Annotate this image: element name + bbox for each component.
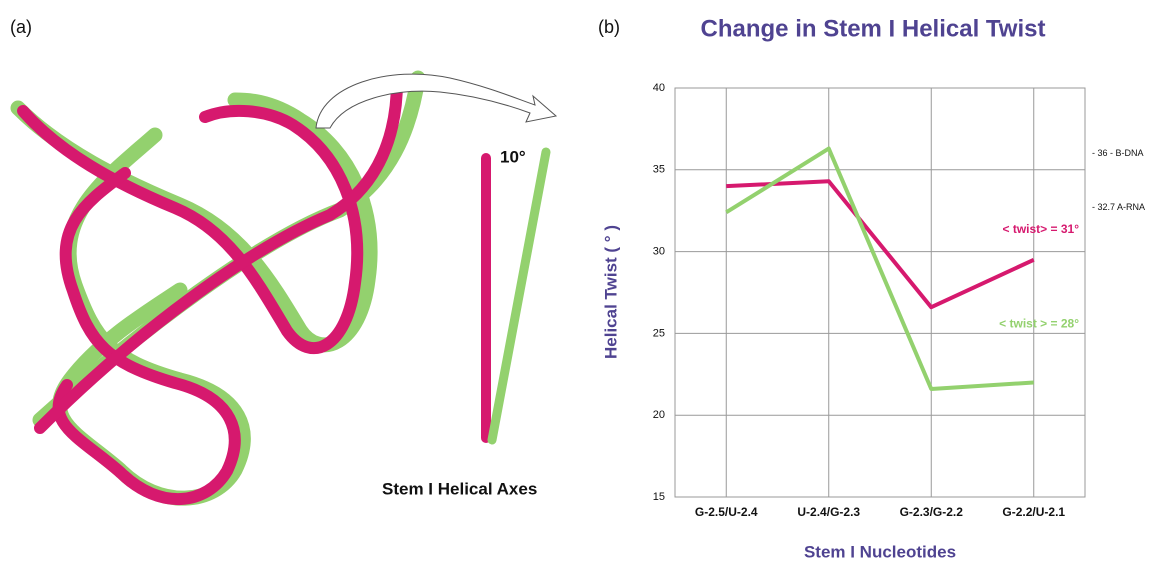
- reference-label: - 32.7 A-RNA: [1092, 202, 1145, 212]
- y-tick-label: 15: [653, 491, 665, 503]
- x-tick-label: G-2.5/U-2.4: [695, 505, 758, 519]
- series-annotation: < twist> = 31°: [1002, 222, 1079, 236]
- y-tick-label: 20: [653, 409, 665, 421]
- chart-title: Change in Stem I Helical Twist: [701, 15, 1046, 42]
- y-tick-label: 35: [653, 164, 665, 176]
- rna-illustration: [18, 74, 556, 499]
- x-axis-label: Stem I Nucleotides: [804, 542, 956, 561]
- y-tick-label: 25: [653, 327, 665, 339]
- reference-label: - 36 - B-DNA: [1092, 148, 1144, 158]
- y-tick-label: 40: [653, 82, 665, 94]
- panel-label: (a): [10, 17, 32, 37]
- y-tick-label: 30: [653, 246, 665, 258]
- x-tick-label: U-2.4/G-2.3: [797, 505, 860, 519]
- figure: (a) 10° Stem I Helical Axes (b) Change i…: [0, 0, 1152, 563]
- series-annotation: < twist > = 28°: [999, 317, 1079, 331]
- panel-label: (b): [598, 17, 620, 37]
- x-tick-label: G-2.2/U-2.1: [1002, 505, 1065, 519]
- series-line: [726, 149, 1034, 389]
- y-axis-label: Helical Twist ( ° ): [601, 225, 620, 359]
- plot-frame: [675, 88, 1085, 497]
- series-line: [726, 181, 1034, 307]
- angle-label: 10°: [500, 147, 526, 166]
- caption: Stem I Helical Axes: [382, 479, 537, 498]
- x-tick-label: G-2.3/G-2.2: [900, 505, 964, 519]
